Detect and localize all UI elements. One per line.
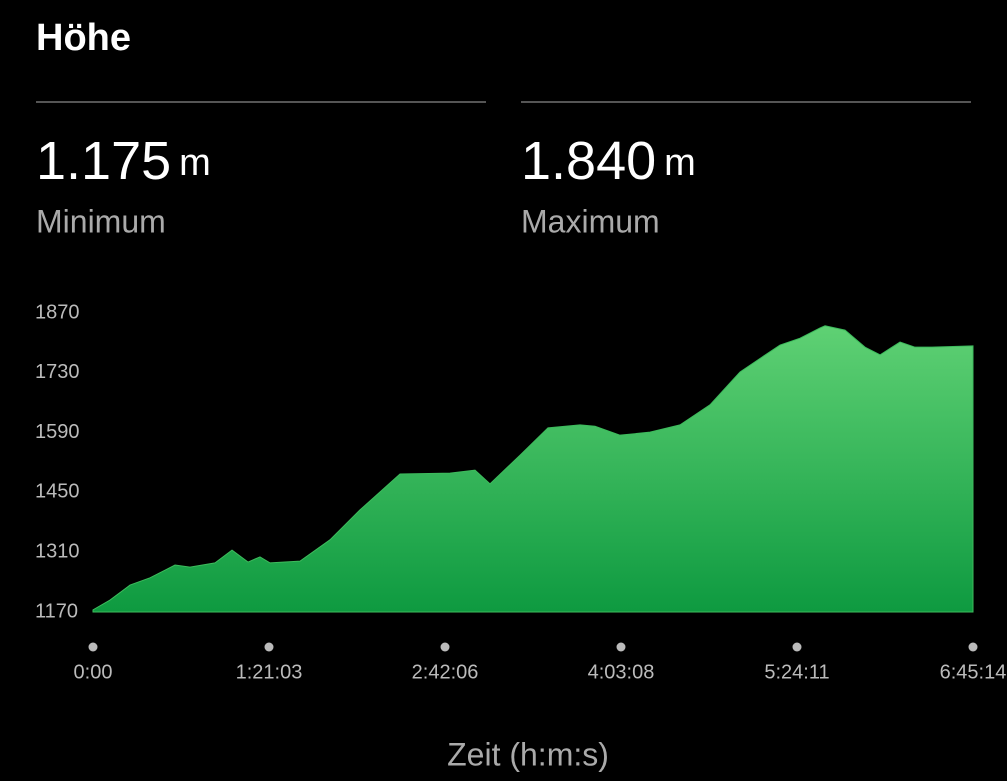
stat-label: Maximum bbox=[521, 203, 660, 239]
x-tick-label: 0:00 bbox=[74, 661, 113, 683]
x-tick-dot bbox=[792, 642, 802, 652]
stat-value: 1.840 m bbox=[521, 131, 696, 191]
x-tick-label: 1:21:03 bbox=[236, 661, 303, 683]
x-tick-label: 2:42:06 bbox=[412, 661, 479, 683]
y-tick-label: 1730 bbox=[35, 361, 80, 383]
y-tick-label: 1590 bbox=[35, 421, 80, 443]
x-tick-dot bbox=[968, 642, 978, 652]
title: Höhe bbox=[36, 17, 131, 59]
y-tick-label: 1450 bbox=[35, 481, 80, 503]
x-tick-label: 6:45:14 bbox=[940, 661, 1007, 683]
x-tick-dot bbox=[440, 642, 450, 652]
x-tick-label: 5:24:11 bbox=[764, 661, 829, 683]
y-tick-label: 1310 bbox=[35, 540, 80, 562]
stat-label: Minimum bbox=[36, 203, 166, 239]
x-axis-title: Zeit (h:m:s) bbox=[447, 736, 609, 772]
x-tick-label: 4:03:08 bbox=[588, 661, 655, 683]
area bbox=[92, 325, 974, 613]
stat-value: 1.175 m bbox=[36, 131, 211, 191]
x-tick-dot bbox=[88, 642, 98, 652]
y-tick-label: 1170 bbox=[35, 600, 78, 622]
x-tick-dot bbox=[616, 642, 626, 652]
x-tick-dot bbox=[264, 642, 274, 652]
y-tick-label: 1870 bbox=[35, 301, 80, 323]
